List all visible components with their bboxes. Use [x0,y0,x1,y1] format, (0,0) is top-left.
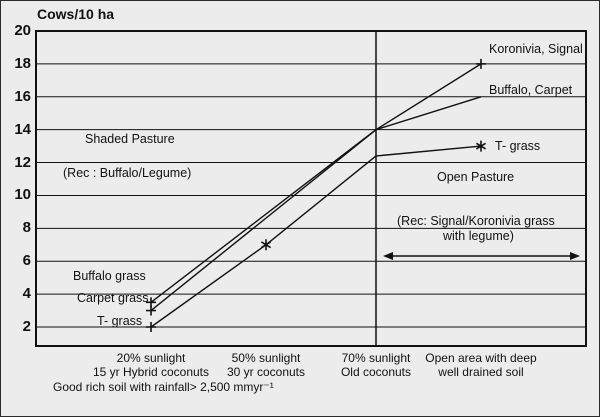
buffalo-grass-label: Buffalo grass [73,269,146,283]
arrow-head-left [383,252,393,260]
y-tick-label: 20 [14,22,31,39]
x-tick-label: 15 yr Hybrid coconuts [92,365,210,379]
t-grass-left-label: T- grass [97,314,143,328]
open-pasture-label: Open Pasture [437,170,515,184]
koronivia-signal-label: Koronivia, Signal [489,42,583,56]
point-marker [475,142,487,150]
x-tick-label: Open area with deep [425,351,537,365]
buffalo-carpet-label: Buffalo, Carpet [489,83,573,97]
x-axis-category: 50% sunlight 30 yr coconuts [227,351,305,379]
y-tick-label: 2 [22,318,31,335]
y-axis-title: Cows/10 ha [37,6,115,22]
arrow-head-right [570,252,580,260]
series-line [150,63,482,312]
x-axis-note: Good rich soil with rainfall> 2,500 mmyr… [53,380,274,394]
x-axis-category: Open area with deep well drained soil [425,351,536,379]
y-tick-label: 14 [14,120,31,138]
y-tick-label: 12 [14,153,31,171]
open-recommendation-line1: (Rec: Signal/Koronivia grass [397,214,555,228]
series-line [150,145,482,328]
shaded-pasture-label: Shaded Pasture [85,132,175,146]
carpet-grass-label: Carpet grass [77,291,149,305]
x-tick-label: well drained soil [438,365,524,379]
x-tick-label: 50% sunlight [231,351,301,365]
y-tick-label: 18 [14,54,31,72]
point-marker [260,241,272,249]
x-tick-label: 70% sunlight [341,351,411,365]
shaded-recommendation: (Rec : Buffalo/Legume) [63,166,192,180]
y-tick-label: 10 [14,186,31,204]
x-tick-label: 30 yr coconuts [226,365,306,379]
y-tick-label: 8 [22,219,31,237]
y-tick-label: 16 [14,87,31,105]
plot-border [35,30,587,347]
x-tick-label: 20% sunlight [116,351,186,365]
t-grass-right-label: T- grass [495,139,541,153]
y-tick-label: 6 [22,252,31,270]
x-axis-category: 70% sunlight Old coconuts [341,351,411,379]
x-axis-category: 20% sunlight 15 yr Hybrid coconuts [93,351,209,379]
x-tick-label: Old coconuts [340,365,412,379]
open-recommendation-line2: with legume) [443,229,514,243]
y-tick-label: 4 [22,285,31,303]
